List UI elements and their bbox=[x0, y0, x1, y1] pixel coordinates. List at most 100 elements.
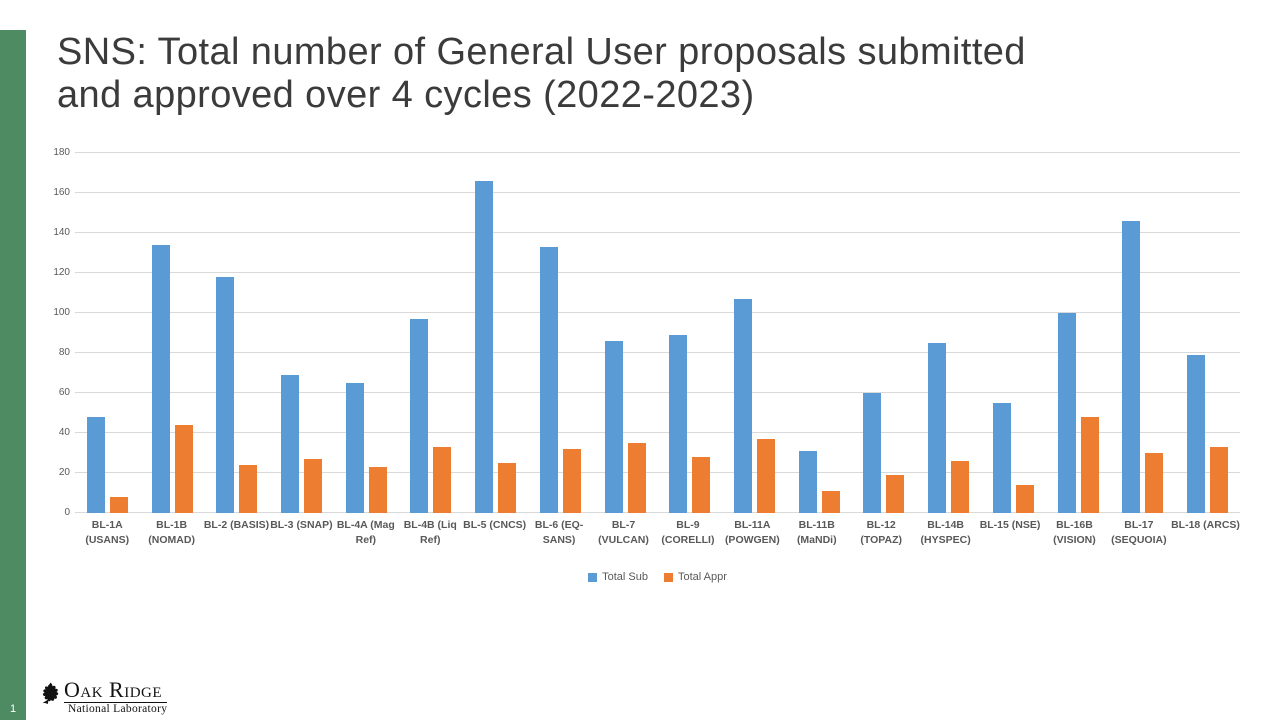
x-axis-label: BL-17 (SEQUOIA) bbox=[1111, 519, 1167, 546]
gridline bbox=[75, 432, 1240, 434]
x-axis-labels: BL-1A (USANS) BL-1B (NOMAD) BL-2 (BASIS) BL… bbox=[75, 518, 1240, 547]
y-axis: 0 20 40 60 80 100 120 140 160 180 bbox=[36, 147, 70, 518]
bar-group bbox=[1111, 153, 1176, 513]
y-tick-label: 0 bbox=[64, 507, 70, 518]
x-axis-label: BL-9 (CORELLI) bbox=[661, 519, 715, 546]
x-axis-label: BL-4A (Mag Ref) bbox=[336, 519, 395, 546]
bar-total-appr bbox=[1080, 417, 1099, 513]
bar-group bbox=[75, 153, 140, 513]
bar-total-appr bbox=[951, 461, 970, 513]
gridline bbox=[75, 512, 1240, 513]
accent-strip: 1 bbox=[0, 30, 26, 720]
y-tick-label: 180 bbox=[53, 147, 70, 158]
bar-total-sub bbox=[216, 277, 235, 513]
bar-group bbox=[916, 153, 981, 513]
y-tick-label: 20 bbox=[58, 467, 70, 478]
y-tick-label: 60 bbox=[58, 387, 70, 398]
bar-group bbox=[787, 153, 852, 513]
bar-total-sub bbox=[1187, 355, 1206, 513]
bar-group bbox=[399, 153, 464, 513]
oak-ridge-logo: Oak Ridge National Laboratory bbox=[38, 677, 168, 715]
logo-subtitle: National Laboratory bbox=[64, 701, 168, 715]
gridline bbox=[75, 232, 1240, 233]
bar-total-appr bbox=[886, 475, 905, 513]
x-axis-label: BL-11B (MaNDi) bbox=[796, 519, 837, 546]
bar-total-sub bbox=[863, 393, 882, 513]
bar-total-appr bbox=[1210, 447, 1229, 513]
bar-total-sub bbox=[992, 403, 1011, 513]
bar-total-sub bbox=[345, 383, 364, 513]
x-axis-label: BL-7 (VULCAN) bbox=[598, 519, 649, 546]
bar-total-sub bbox=[604, 341, 623, 513]
legend-label: Total Sub bbox=[602, 571, 648, 583]
bar-total-sub bbox=[669, 335, 688, 513]
bar-group bbox=[269, 153, 334, 513]
y-tick-label: 160 bbox=[53, 187, 70, 198]
gridline bbox=[75, 272, 1240, 273]
bar-total-appr bbox=[433, 447, 452, 513]
y-tick-label: 40 bbox=[58, 427, 70, 438]
oak-leaf-icon bbox=[42, 682, 59, 705]
legend-item: Total Appr bbox=[663, 571, 727, 583]
gridline bbox=[75, 472, 1240, 474]
x-axis-label: BL-18 (ARCS) bbox=[1171, 519, 1240, 531]
chart-legend: Total Sub Total Appr bbox=[75, 571, 1240, 583]
bar-total-appr bbox=[821, 491, 840, 513]
logo-text: Oak Ridge National Laboratory bbox=[64, 677, 168, 715]
page-number: 1 bbox=[9, 703, 17, 715]
bar-total-sub bbox=[475, 181, 494, 513]
bar-total-sub bbox=[928, 343, 947, 513]
x-axis-label: BL-15 (NSE) bbox=[979, 519, 1041, 531]
bar-group bbox=[981, 153, 1046, 513]
bar-group bbox=[657, 153, 722, 513]
gridline bbox=[75, 192, 1240, 194]
bar-group bbox=[528, 153, 593, 513]
bar-total-sub bbox=[539, 247, 558, 513]
bar-total-appr bbox=[174, 425, 193, 513]
gridline bbox=[75, 392, 1240, 393]
bar-group bbox=[463, 153, 528, 513]
bar-total-appr bbox=[692, 457, 711, 513]
bar-total-appr bbox=[109, 497, 128, 513]
bar-total-appr bbox=[368, 467, 387, 513]
x-axis-label: BL-2 (BASIS) bbox=[203, 519, 270, 531]
bar-group bbox=[334, 153, 399, 513]
bar-total-appr bbox=[498, 463, 517, 513]
bar-total-sub bbox=[1057, 313, 1076, 513]
bar-group bbox=[204, 153, 269, 513]
bar-total-appr bbox=[1015, 485, 1034, 513]
bar-group bbox=[1046, 153, 1111, 513]
logo-name: Oak Ridge bbox=[64, 677, 163, 702]
x-axis-label: BL-6 (EQ- SANS) bbox=[534, 519, 584, 546]
bar-group bbox=[852, 153, 917, 513]
gridline bbox=[75, 312, 1240, 313]
bar-chart bbox=[75, 153, 1240, 513]
page-title: SNS: Total number of General User propos… bbox=[57, 31, 1026, 116]
x-axis-label: BL-14B (HYSPEC) bbox=[920, 519, 971, 546]
x-axis-label: BL-5 (CNCS) bbox=[463, 519, 527, 531]
bar-group bbox=[140, 153, 205, 513]
legend-item: Total Sub bbox=[588, 571, 648, 583]
bar-total-appr bbox=[562, 449, 581, 513]
x-axis-label: BL-1A (USANS) bbox=[85, 519, 130, 546]
y-tick-label: 100 bbox=[53, 307, 70, 318]
bar-total-sub bbox=[1122, 221, 1141, 513]
bar-total-sub bbox=[798, 451, 817, 513]
bar-total-sub bbox=[86, 417, 105, 513]
x-axis-label: BL-16B (VISION) bbox=[1053, 519, 1096, 546]
y-tick-label: 80 bbox=[58, 347, 70, 358]
bar-total-sub bbox=[151, 245, 170, 513]
gridline bbox=[75, 352, 1240, 354]
bar-total-appr bbox=[627, 443, 646, 513]
bar-group bbox=[593, 153, 658, 513]
x-axis-label: BL-11A (POWGEN) bbox=[724, 519, 780, 546]
legend-label: Total Appr bbox=[677, 571, 727, 583]
bar-total-sub bbox=[410, 319, 429, 513]
x-axis-label: BL-3 (SNAP) bbox=[270, 519, 333, 531]
bar-total-appr bbox=[757, 439, 776, 513]
x-axis-label: BL-4B (Liq Ref) bbox=[403, 519, 457, 546]
plot-area bbox=[75, 152, 1240, 513]
y-tick-label: 120 bbox=[53, 267, 70, 278]
legend-swatch-icon bbox=[588, 572, 598, 582]
